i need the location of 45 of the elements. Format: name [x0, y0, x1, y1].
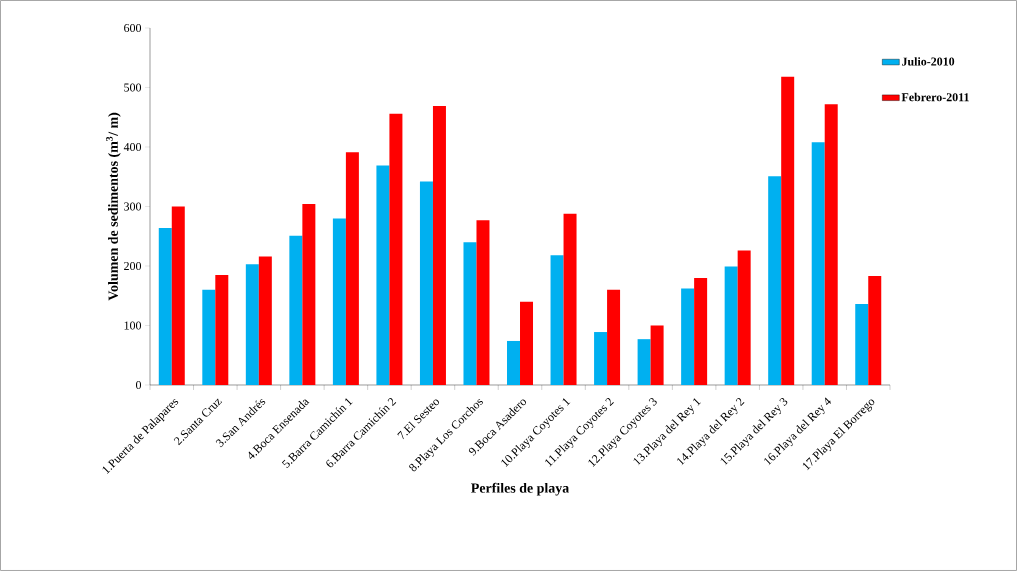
legend-label: Julio-2010 — [902, 57, 955, 66]
bar — [202, 289, 216, 385]
bar — [824, 104, 838, 385]
bar — [781, 76, 795, 385]
bar — [376, 165, 390, 385]
bar — [694, 277, 708, 385]
bar — [868, 276, 882, 385]
bar — [650, 325, 664, 385]
x-axis-title: Perfiles de playa — [471, 482, 569, 496]
bar — [855, 304, 869, 385]
bar — [302, 204, 316, 385]
bar — [332, 218, 346, 385]
bar — [419, 181, 433, 385]
bar — [607, 289, 621, 385]
bar — [389, 113, 403, 385]
bar — [550, 255, 564, 385]
y-tick-label: 400 — [123, 142, 142, 152]
y-axis-title: Volumen de sedimentos (m$^{3}$/ m) — [106, 112, 121, 301]
bar — [768, 176, 782, 385]
bar — [637, 339, 651, 385]
bar — [245, 264, 259, 385]
bar — [507, 340, 521, 385]
bar — [215, 274, 229, 385]
bar — [158, 227, 172, 385]
bar — [171, 206, 185, 385]
bar — [681, 288, 695, 385]
y-tick-label: 0 — [135, 380, 142, 390]
bar — [432, 105, 446, 385]
y-tick-label: 300 — [124, 202, 142, 211]
y-tick-label: 200 — [124, 261, 142, 271]
bar — [463, 242, 477, 385]
y-tick-label: 500 — [124, 83, 142, 92]
y-tick-label: 100 — [124, 321, 142, 330]
bar — [345, 152, 359, 385]
legend-label: Febrero-2011 — [901, 92, 969, 102]
bar — [520, 301, 534, 385]
bar — [476, 220, 490, 385]
bar — [737, 250, 751, 385]
bar — [289, 235, 303, 385]
bar — [563, 213, 577, 385]
y-tick-label: 600 — [124, 23, 142, 33]
bar — [594, 332, 608, 385]
bar — [811, 142, 825, 385]
bar — [724, 266, 738, 385]
bar — [258, 256, 272, 385]
